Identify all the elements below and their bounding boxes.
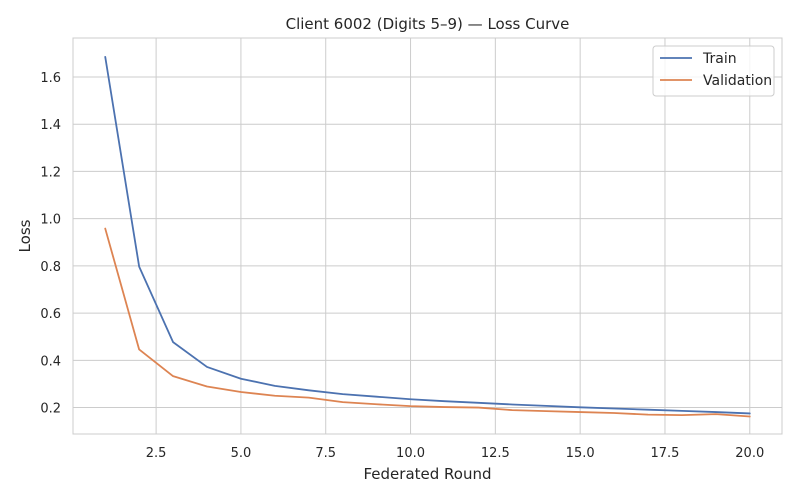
- legend-label-validation: Validation: [703, 73, 772, 89]
- y-tick-label: 0.8: [40, 260, 61, 275]
- series-line-validation: [104, 227, 751, 418]
- x-tick-label: 2.5: [146, 446, 167, 461]
- x-tick-label: 5.0: [231, 446, 252, 461]
- y-tick-label: 1.2: [40, 165, 61, 180]
- y-tick-labels: 0.2 0.4 0.6 0.8 1.0 1.2 1.4 1.6: [40, 71, 61, 417]
- y-tick-label: 0.2: [40, 402, 61, 417]
- y-tick-label: 0.6: [40, 307, 61, 322]
- x-tick-label: 17.5: [650, 446, 679, 461]
- series-line-train: [104, 55, 751, 415]
- x-tick-label: 7.5: [315, 446, 336, 461]
- x-axis-label: Federated Round: [363, 465, 491, 483]
- grid-lines: [73, 38, 782, 434]
- y-tick-label: 1.4: [40, 118, 61, 133]
- legend-label-train: Train: [702, 51, 737, 67]
- chart-title: Client 6002 (Digits 5–9) — Loss Curve: [286, 15, 570, 33]
- y-axis-label: Loss: [16, 219, 34, 252]
- plot-area-frame: [72, 37, 783, 435]
- y-tick-label: 0.4: [40, 354, 61, 369]
- x-tick-label: 10.0: [396, 446, 425, 461]
- series-lines: [104, 55, 751, 418]
- y-tick-label: 1.6: [40, 71, 61, 86]
- legend: Train Validation: [652, 45, 775, 97]
- x-tick-label: 12.5: [481, 446, 510, 461]
- y-tick-label: 1.0: [40, 213, 61, 228]
- x-tick-label: 15.0: [566, 446, 595, 461]
- x-tick-label: 20.0: [735, 446, 764, 461]
- x-tick-labels: 2.5 5.0 7.5 10.0 12.5 15.0 17.5 20.0: [146, 446, 764, 461]
